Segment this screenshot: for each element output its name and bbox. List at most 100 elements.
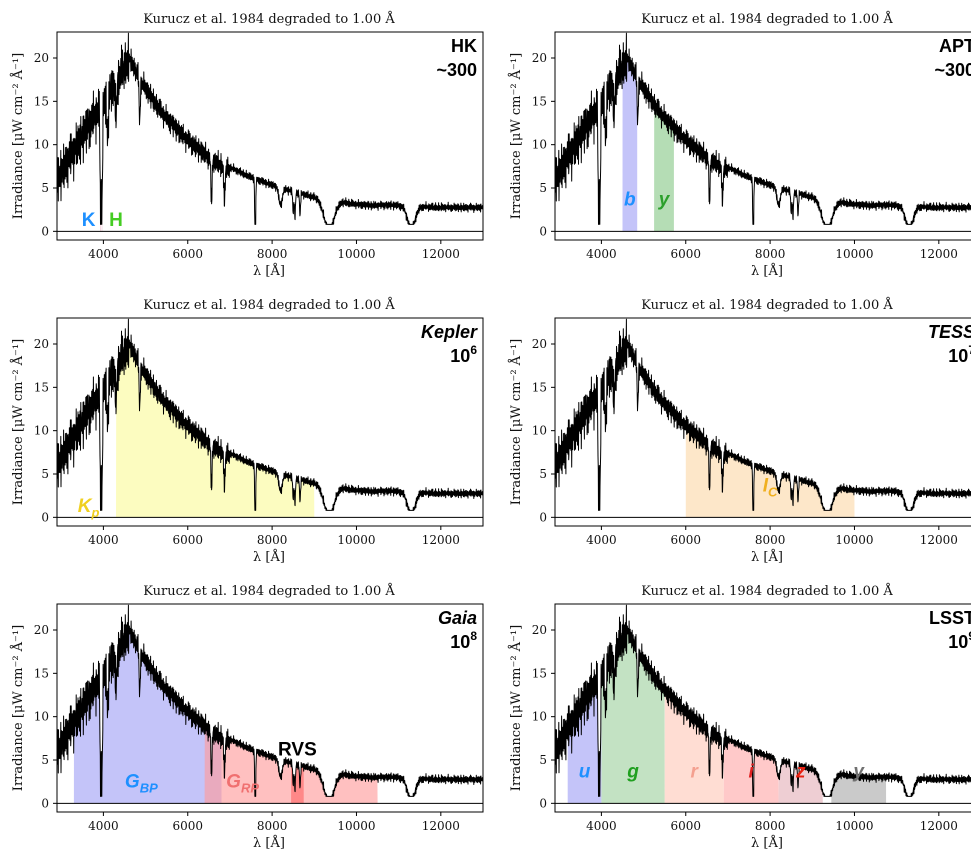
x-tick-label: 8000 (257, 247, 288, 261)
y-tick-label: 5 (41, 467, 49, 481)
x-tick-label: 4000 (586, 247, 617, 261)
x-axis-label: λ [Å] (751, 549, 783, 565)
spectrum-line (555, 318, 971, 511)
panel-name: HK (451, 36, 477, 56)
band-label: IC (763, 475, 778, 499)
band-label: Kp (78, 496, 100, 520)
y-tick-label: 5 (539, 181, 547, 195)
x-tick-label: 10000 (835, 819, 873, 833)
y-tick-label: 0 (539, 224, 547, 238)
band-label: g (626, 761, 639, 782)
spectrum-line (57, 318, 483, 511)
x-tick-label: 6000 (172, 819, 203, 833)
y-tick-label: 10 (532, 424, 547, 438)
panel-lsst: 4000 6000 8000 10000 12000 0 5 10 15 20 Kurucz et … (508, 583, 971, 851)
axes-frame (554, 317, 971, 527)
x-tick-label: 4000 (88, 819, 119, 833)
y-tick-label: 20 (34, 623, 49, 637)
x-tick-label: 10000 (835, 533, 873, 547)
y-tick-label: 20 (34, 51, 49, 65)
axes-frame (56, 603, 484, 813)
y-tick-label: 10 (34, 710, 49, 724)
y-tick-label: 15 (34, 94, 49, 108)
y-tick-label: 20 (532, 51, 547, 65)
x-tick-label: 12000 (422, 247, 460, 261)
x-tick-label: 12000 (422, 533, 460, 547)
panel-value: 108 (450, 629, 477, 652)
panel-tess: 4000 6000 8000 10000 12000 0 5 10 15 20 Kurucz et … (508, 297, 971, 565)
chart-title: Kurucz et al. 1984 degraded to 1.00 Å (143, 297, 395, 313)
panel-hk: 4000 6000 8000 10000 12000 0 5 10 15 20 Kurucz et … (10, 11, 484, 279)
band-label: K (82, 210, 96, 231)
x-axis-label: λ [Å] (751, 835, 783, 851)
x-axis-label: λ [Å] (751, 263, 783, 279)
y-tick-label: 15 (532, 94, 547, 108)
band-ic (685, 415, 855, 518)
spectrum-line (57, 32, 483, 225)
y-tick-label: 15 (34, 380, 49, 394)
band-label: RVS (278, 740, 317, 761)
x-tick-label: 12000 (422, 819, 460, 833)
panel-name: APT (939, 36, 971, 56)
x-tick-label: 6000 (172, 533, 203, 547)
x-tick-label: 10000 (337, 247, 375, 261)
band-rvs (291, 759, 304, 804)
y-tick-label: 5 (539, 467, 547, 481)
band-label: GBP (125, 772, 158, 796)
x-tick-label: 4000 (586, 819, 617, 833)
x-tick-label: 8000 (755, 533, 786, 547)
y-tick-label: 0 (41, 224, 49, 238)
x-tick-label: 12000 (920, 247, 958, 261)
axes-frame (554, 31, 971, 241)
y-tick-label: 20 (532, 623, 547, 637)
band-i (723, 729, 779, 804)
y-tick-label: 15 (34, 666, 49, 680)
y-tick-label: 0 (539, 510, 547, 524)
band-kp (116, 319, 315, 518)
y-tick-label: 20 (532, 337, 547, 351)
chart-title: Kurucz et al. 1984 degraded to 1.00 Å (641, 11, 893, 27)
panel-name: TESS (928, 322, 971, 342)
band-label: y (658, 189, 671, 210)
panel-value: 107 (948, 343, 971, 366)
axes-frame (554, 603, 971, 813)
band-gbp (73, 605, 222, 804)
y-tick-label: 10 (532, 710, 547, 724)
y-tick-label: 10 (34, 424, 49, 438)
x-tick-label: 8000 (755, 247, 786, 261)
x-tick-label: 6000 (172, 247, 203, 261)
spectrum-line (555, 32, 971, 225)
x-tick-label: 8000 (755, 819, 786, 833)
band-grp (204, 714, 378, 804)
y-axis-label: Irradiance [μW cm⁻² Å⁻¹] (508, 53, 524, 219)
x-tick-label: 4000 (88, 247, 119, 261)
x-axis-label: λ [Å] (253, 263, 285, 279)
x-tick-label: 12000 (920, 533, 958, 547)
spectrum-line (57, 604, 483, 797)
y-axis-label: Irradiance [μW cm⁻² Å⁻¹] (10, 339, 26, 505)
axes-frame (56, 317, 484, 527)
x-tick-label: 4000 (88, 533, 119, 547)
panel-kepler: 4000 6000 8000 10000 12000 0 5 10 15 20 Kurucz et … (10, 297, 484, 565)
band-label: H (109, 210, 123, 231)
y-tick-label: 15 (532, 380, 547, 394)
band-label: r (690, 761, 699, 782)
band-label: y (852, 761, 865, 782)
band-label: GRP (226, 772, 259, 796)
panel-name: Kepler (421, 322, 478, 342)
x-tick-label: 8000 (257, 819, 288, 833)
panel-name: Gaia (438, 608, 477, 628)
x-tick-label: 4000 (586, 533, 617, 547)
y-tick-label: 10 (34, 138, 49, 152)
band-label: z (795, 761, 806, 782)
band-label: b (624, 189, 636, 210)
x-axis-label: λ [Å] (253, 835, 285, 851)
x-tick-label: 6000 (670, 533, 701, 547)
panel-gaia: 4000 6000 8000 10000 12000 0 5 10 15 20 Kurucz et … (10, 583, 484, 851)
x-tick-label: 8000 (257, 533, 288, 547)
x-axis-label: λ [Å] (253, 549, 285, 565)
panel-value: 109 (948, 629, 971, 652)
x-tick-label: 10000 (835, 247, 873, 261)
panel-name: LSST (929, 608, 971, 628)
